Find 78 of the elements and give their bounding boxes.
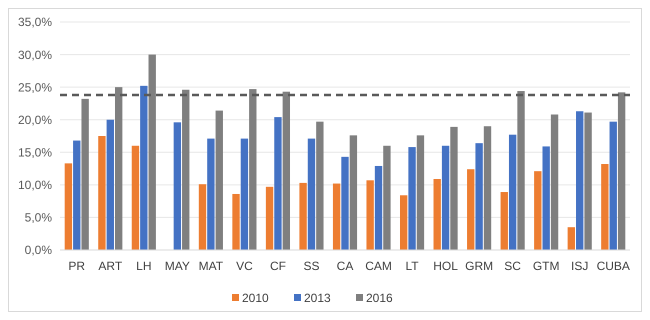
bar — [232, 194, 240, 250]
bar — [383, 146, 391, 250]
y-tick-label: 35,0% — [18, 15, 52, 30]
bar — [73, 140, 80, 250]
bar — [366, 180, 374, 250]
x-tick-label: ART — [98, 259, 123, 273]
bar — [484, 126, 492, 250]
bar — [148, 54, 156, 250]
bar — [266, 186, 274, 250]
x-tick-label: CF — [270, 259, 286, 273]
bar — [450, 126, 458, 250]
bar — [249, 89, 256, 250]
bar — [282, 92, 290, 250]
y-tick-label: 0,0% — [24, 243, 52, 258]
bar — [534, 171, 542, 250]
bar — [517, 91, 525, 250]
x-tick-label: SS — [303, 259, 320, 273]
x-tick-label: HOL — [433, 259, 458, 273]
bar — [576, 111, 584, 250]
y-tick-label: 10,0% — [18, 178, 52, 192]
legend-label: 2010 — [242, 291, 270, 306]
bar — [408, 147, 416, 250]
bar — [299, 182, 307, 250]
x-tick-label: ISJ — [571, 259, 588, 273]
bar — [308, 138, 316, 250]
bar — [106, 120, 114, 250]
x-tick-label: GRM — [465, 259, 494, 273]
x-tick-label: MAY — [164, 259, 190, 273]
bar — [274, 117, 282, 250]
bar — [341, 156, 349, 250]
bar — [618, 92, 626, 250]
bar — [434, 178, 441, 250]
y-tick-label: 5,0% — [24, 210, 52, 225]
x-tick-label: LH — [136, 259, 152, 273]
bar — [207, 138, 215, 250]
y-tick-label: 25,0% — [18, 80, 52, 94]
bar — [240, 138, 248, 250]
x-tick-label: GTM — [532, 259, 560, 273]
bar — [98, 136, 106, 250]
bar — [64, 163, 72, 250]
bar — [132, 146, 140, 250]
bar — [400, 195, 408, 250]
bar — [550, 114, 558, 250]
bar — [475, 143, 483, 250]
bar — [81, 98, 89, 250]
bar — [542, 146, 550, 250]
bar — [216, 110, 223, 250]
bar — [442, 146, 450, 250]
y-tick-label: 15,0% — [18, 145, 52, 160]
bar — [500, 192, 508, 250]
x-tick-label: SC — [504, 259, 522, 273]
bar — [174, 122, 182, 250]
bar — [601, 164, 609, 250]
bar — [467, 169, 474, 250]
bar — [584, 112, 592, 250]
x-tick-label: LT — [405, 259, 420, 273]
x-tick-label: VC — [236, 259, 254, 273]
bar — [140, 86, 148, 250]
x-tick-label: CAM — [365, 259, 392, 273]
bar — [416, 135, 424, 250]
x-tick-label: CA — [336, 259, 354, 273]
bar — [350, 135, 358, 250]
y-tick-label: 30,0% — [18, 48, 52, 62]
bar — [316, 122, 324, 250]
bar — [114, 87, 122, 250]
bar — [182, 90, 190, 250]
bar — [198, 184, 206, 250]
bar — [332, 184, 340, 250]
x-tick-label: CUBA — [596, 259, 630, 273]
y-tick-label: 20,0% — [18, 112, 52, 127]
bar — [374, 166, 382, 250]
bar — [610, 122, 617, 250]
x-tick-label: MAT — [198, 259, 224, 273]
bar — [508, 134, 516, 250]
x-tick-label: PR — [68, 259, 86, 273]
bar — [568, 227, 576, 250]
legend-label: 2016 — [366, 291, 394, 306]
legend-label: 2013 — [304, 291, 332, 306]
